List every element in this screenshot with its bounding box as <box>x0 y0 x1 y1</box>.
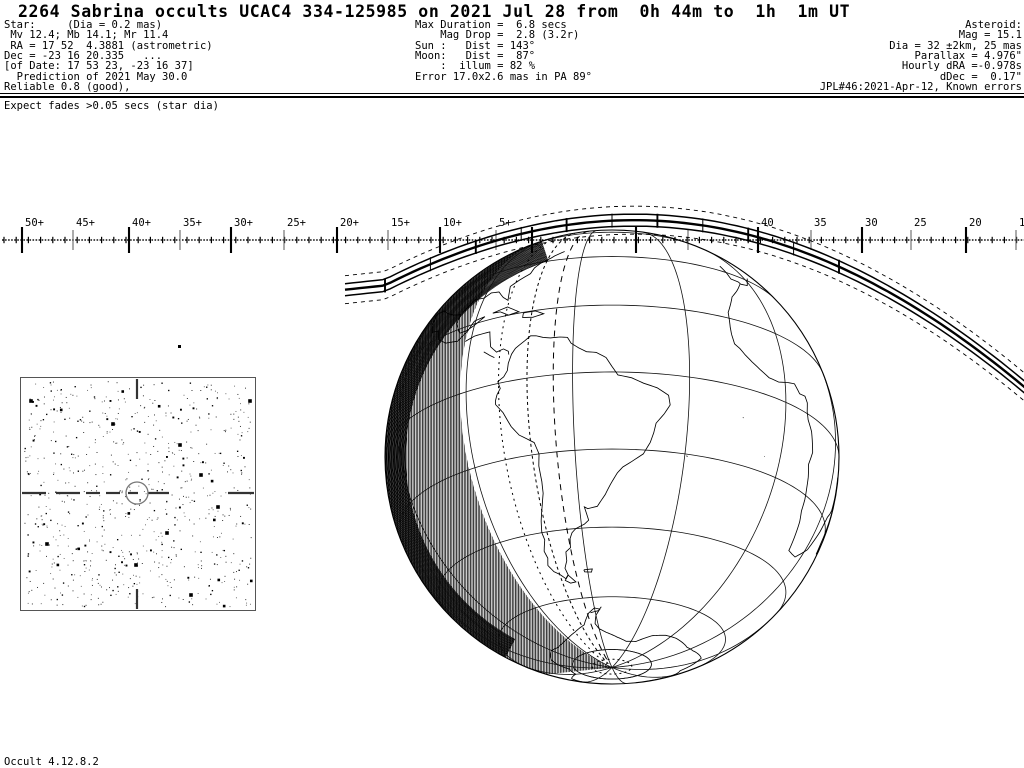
svg-text:40: 40 <box>761 217 774 229</box>
svg-text:35+: 35+ <box>183 217 202 229</box>
time-scale-axis: 50+ 45+ 40+ 35+ 30+ 25+ 20+ 15+ 10+ 5+ 40 35 30 25 20 1… <box>2 217 1024 253</box>
occultation-map-area: 50+ 45+ 40+ 35+ 30+ 25+ 20+ 15+ 10+ 5+ 40 35 30 25 20 1… <box>0 120 1024 740</box>
earth-globe <box>384 229 840 685</box>
stray-field-dot <box>178 345 181 348</box>
header-divider-upper <box>0 93 1024 94</box>
app-version-footer: Occult 4.12.8.2 <box>4 756 99 768</box>
svg-text:45+: 45+ <box>76 217 95 229</box>
target-crosshair <box>22 379 254 609</box>
occultation-map-svg: 50+ 45+ 40+ 35+ 30+ 25+ 20+ 15+ 10+ 5+ 40 35 30 25 20 1… <box>2 205 1024 685</box>
twilight-curves <box>497 230 633 675</box>
svg-text:50+: 50+ <box>25 217 44 229</box>
header-info-block: Star: (Dia = 0.2 mas) Mv 12.4; Mb 14.1; … <box>0 20 1024 96</box>
svg-text:25: 25 <box>914 217 927 229</box>
svg-text:30+: 30+ <box>234 217 253 229</box>
svg-text:15: 15 <box>1019 217 1024 229</box>
header-divider-lower <box>0 96 1024 98</box>
fades-note: Expect fades >0.05 secs (star dia) <box>4 100 219 112</box>
svg-text:20+: 20+ <box>340 217 359 229</box>
asteroid-info-column: Asteroid: Mag = 15.1 Dia = 32 ±2km, 25 m… <box>819 19 1022 94</box>
svg-text:30: 30 <box>865 217 878 229</box>
coastlines <box>431 251 839 684</box>
target-star-marker <box>125 481 149 505</box>
svg-text:40+: 40+ <box>132 217 151 229</box>
svg-text:15+: 15+ <box>391 217 410 229</box>
svg-text:5+: 5+ <box>499 217 512 229</box>
svg-text:25+: 25+ <box>287 217 306 229</box>
star-info-column: Star: (Dia = 0.2 mas) Mv 12.4; Mb 14.1; … <box>4 19 213 94</box>
lat-long-graticule <box>385 230 839 684</box>
svg-text:35: 35 <box>814 217 827 229</box>
globe-limb <box>384 229 840 685</box>
star-dots <box>24 381 253 608</box>
page-title: 2264 Sabrina occults UCAC4 334-125985 on… <box>18 2 851 21</box>
occultation-shadow-path <box>344 205 1024 402</box>
star-field-chart <box>20 377 256 611</box>
circumstances-column: Max Duration = 6.8 secs Mag Drop = 2.8 (… <box>415 19 593 83</box>
star-field-svg <box>20 377 256 611</box>
night-shading <box>385 230 612 684</box>
svg-text:20: 20 <box>969 217 982 229</box>
svg-text:10+: 10+ <box>443 217 462 229</box>
